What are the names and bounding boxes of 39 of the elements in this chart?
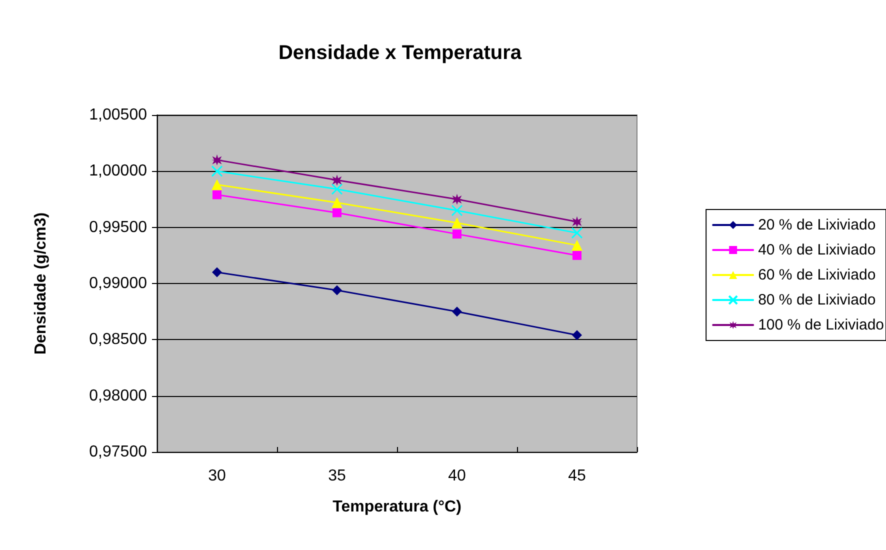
x-tick-label: 30: [208, 468, 226, 484]
point: [212, 179, 222, 190]
legend-label: 60 % de Lixiviado: [758, 266, 876, 284]
point: [332, 208, 342, 218]
x-tick-label: 35: [328, 468, 346, 484]
y-tick-label: 0,97500: [89, 444, 148, 460]
point: [332, 174, 342, 186]
legend-label: 40 % de Lixiviado: [758, 242, 876, 258]
chart-title: Densidade x Temperatura: [278, 42, 522, 64]
point: [331, 183, 343, 195]
point: [571, 227, 583, 239]
point: [452, 230, 462, 239]
y-tick-label: 0,99000: [89, 275, 148, 292]
y-tick-label: 1,00000: [89, 162, 148, 180]
point: [212, 154, 222, 166]
y-axis-title: Densidade (g/cm3): [32, 212, 50, 355]
point: [572, 216, 582, 228]
x-tick-label: 45: [568, 468, 586, 484]
y-tick-label: 0,98500: [89, 331, 148, 348]
point: [572, 240, 582, 251]
legend-label: 80 % de Lixiviado: [758, 292, 876, 308]
point: [452, 194, 462, 205]
point: [212, 190, 222, 200]
x-axis-title: Temperatura (°C): [332, 498, 462, 516]
y-tick-label: 0,98000: [89, 387, 148, 404]
point: [572, 250, 582, 260]
legend-label: 20 % de Lixiviado: [758, 216, 876, 234]
point: [452, 217, 462, 228]
point: [332, 197, 342, 208]
y-tick-label: 1,00500: [89, 106, 148, 124]
point: [572, 330, 582, 340]
y-tick-label: 0,99500: [89, 218, 148, 236]
x-tick-label: 40: [448, 468, 466, 484]
legend-label: 100 % de Lixiviado: [758, 316, 884, 334]
point: [451, 204, 463, 216]
point: [211, 165, 223, 177]
point: [332, 285, 342, 296]
point: [212, 267, 222, 278]
point: [452, 306, 462, 317]
